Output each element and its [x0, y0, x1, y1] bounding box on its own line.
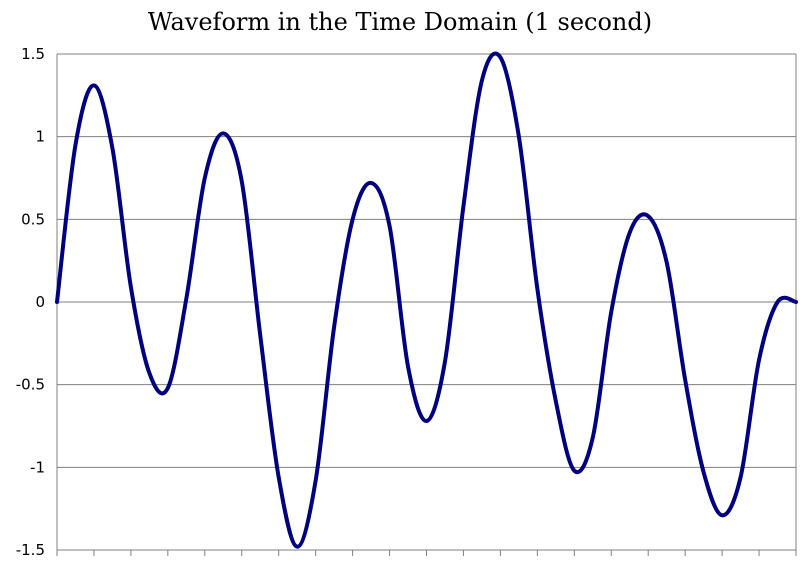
grid-layer [57, 53, 796, 551]
y-tick-label: -1.5 [16, 541, 45, 559]
y-tick-label: 0.5 [21, 210, 45, 228]
y-tick-label: -1 [30, 458, 45, 476]
waveform-series-line [55, 51, 798, 549]
series-layer [55, 51, 798, 549]
y-tick-label: -0.5 [16, 376, 45, 394]
y-tick-label: 0 [35, 293, 45, 311]
chart-title: Waveform in the Time Domain (1 second) [148, 8, 652, 36]
y-tick-label: 1 [35, 128, 45, 146]
y-tick-label: 1.5 [21, 45, 45, 63]
